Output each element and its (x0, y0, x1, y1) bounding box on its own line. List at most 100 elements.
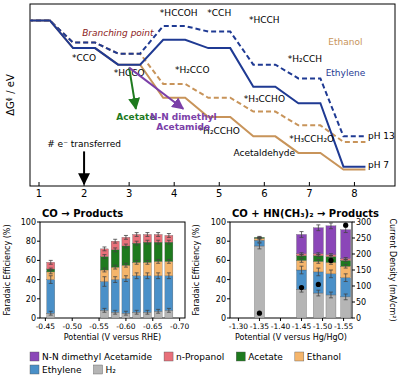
bar-segment (254, 237, 264, 238)
annotation-line: pH 7 (368, 160, 389, 170)
x-tick-label: -1.35 (250, 322, 270, 331)
annotation-line: Acetaldehyde (234, 148, 296, 158)
y2-tick-label: 200 (356, 250, 371, 259)
error-bar (257, 237, 261, 239)
error-bar (329, 270, 333, 278)
branch-arrow (129, 68, 183, 109)
error-bar (329, 223, 333, 229)
plot-frame (40, 222, 185, 318)
annotation-line: pH 13 (368, 131, 395, 141)
error-bar (124, 276, 128, 282)
error-bar (167, 259, 171, 263)
current-density-point (316, 282, 321, 287)
annotation-line: *H₂CCH (288, 54, 322, 64)
error-bar (113, 248, 117, 252)
legend-label: Ethylene (42, 365, 82, 375)
legend-label: N-N dimethyl Acetamide (42, 352, 153, 362)
current-density-point (299, 285, 304, 290)
x-tick (259, 318, 260, 321)
error-bar (156, 233, 160, 237)
y-tick-label: 60 (216, 256, 226, 265)
error-bar (344, 294, 348, 300)
x-tick-label: 5 (216, 188, 222, 199)
x-tick-label: 1 (36, 188, 42, 199)
y-tick (227, 298, 230, 299)
error-bar (135, 260, 139, 264)
y-tick-label: 60 (26, 256, 36, 265)
y2-tick-label: 50 (356, 298, 366, 307)
annotation: *CCH (207, 8, 231, 18)
error-bar (257, 236, 261, 238)
x-tick-label: -0.45 (36, 322, 56, 331)
error-bar (113, 265, 117, 269)
y2-tick (352, 318, 355, 319)
x-tick (301, 318, 302, 321)
error-bar (49, 260, 53, 264)
error-bar (257, 237, 261, 238)
x-tick (280, 318, 281, 321)
plot-frame (230, 222, 352, 318)
error-bar (49, 276, 53, 284)
legend-swatch (30, 352, 39, 361)
y-tick-label: 0 (31, 314, 36, 323)
error-bar (145, 240, 149, 244)
x-tick (264, 182, 265, 186)
error-bar (102, 308, 106, 312)
annotation-line: Acetamide (156, 122, 210, 132)
x-tick-label: 7 (306, 188, 312, 199)
legend-swatch (30, 365, 39, 374)
x-tick-label: -0.55 (89, 322, 109, 331)
annotation: *H₃CCH₂O (289, 134, 334, 144)
bar-segment (122, 279, 130, 314)
y-tick-label: 40 (216, 276, 226, 285)
error-bar (167, 273, 171, 279)
error-bar (145, 310, 149, 314)
error-bar (329, 254, 333, 256)
x-tick-label: 8 (351, 188, 357, 199)
energy-path (30, 21, 365, 170)
error-bar (316, 259, 320, 263)
energy-path (30, 21, 365, 142)
x-tick-label: -1.50 (313, 322, 333, 331)
annotation-line: N-N dimethyl (150, 112, 217, 122)
legend-swatch (94, 365, 103, 374)
y-tick-label: 100 (211, 218, 226, 227)
error-bar (257, 237, 261, 238)
annotation-line: *CCO (72, 53, 96, 63)
legend-label: Ethanol (307, 352, 341, 362)
y-tick (37, 318, 40, 319)
y2-tick (352, 254, 355, 255)
annotation: Branching point (82, 28, 154, 38)
error-bar (49, 270, 53, 274)
error-bar (156, 309, 160, 313)
error-bar (135, 310, 139, 314)
bar-segment (165, 242, 173, 261)
x-axis-label: Potential (V versus Hg/HgO) (235, 333, 347, 342)
annotation-line: # e⁻ transferred (47, 139, 121, 149)
annotation-line: *H₃CCHO (244, 94, 285, 104)
x-tick (129, 182, 130, 186)
annotation-line: *HCCOH (160, 8, 198, 18)
annotation: Ethanol (328, 37, 362, 47)
error-bar (316, 253, 320, 255)
error-bar (344, 258, 348, 260)
x-tick (45, 318, 46, 321)
x-tick (179, 318, 180, 321)
annotation-line: Ethylene (326, 68, 366, 78)
error-bar (113, 310, 117, 314)
x-tick-label: -1.40 (271, 322, 291, 331)
x-tick (174, 182, 175, 186)
y2-tick (352, 302, 355, 303)
annotation: *HCCH (249, 15, 280, 25)
annotation: pH 13 (368, 131, 395, 141)
y2-tick (352, 222, 355, 223)
bar-segment (143, 276, 151, 312)
error-bar (102, 268, 106, 272)
bar-segment (326, 257, 336, 263)
error-bar (167, 308, 171, 312)
x-tick-label: -0.70 (170, 322, 190, 331)
bar-segment (122, 246, 130, 265)
x-tick-label: 2 (81, 188, 87, 199)
x-tick-label: -1.55 (334, 322, 354, 331)
bar-segment (133, 243, 141, 262)
